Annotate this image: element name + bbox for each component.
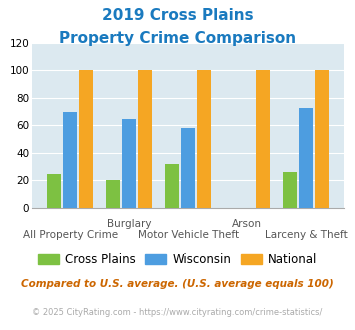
Bar: [63, 112, 77, 208]
Bar: [315, 70, 329, 208]
Bar: [106, 181, 120, 208]
Text: All Property Crime: All Property Crime: [23, 230, 118, 240]
Bar: [197, 70, 211, 208]
Bar: [299, 108, 313, 208]
Bar: [79, 70, 93, 208]
Text: 2019 Cross Plains: 2019 Cross Plains: [102, 8, 253, 23]
Text: Larceny & Theft: Larceny & Theft: [265, 230, 348, 240]
Text: Compared to U.S. average. (U.S. average equals 100): Compared to U.S. average. (U.S. average …: [21, 279, 334, 289]
Bar: [138, 70, 152, 208]
Text: © 2025 CityRating.com - https://www.cityrating.com/crime-statistics/: © 2025 CityRating.com - https://www.city…: [32, 308, 323, 316]
Bar: [165, 164, 179, 208]
Bar: [122, 118, 136, 208]
Legend: Cross Plains, Wisconsin, National: Cross Plains, Wisconsin, National: [33, 248, 322, 271]
Text: Burglary: Burglary: [107, 219, 152, 229]
Bar: [47, 174, 61, 208]
Bar: [256, 70, 270, 208]
Text: Motor Vehicle Theft: Motor Vehicle Theft: [138, 230, 239, 240]
Bar: [283, 172, 297, 208]
Text: Arson: Arson: [232, 219, 262, 229]
Bar: [181, 128, 195, 208]
Text: Property Crime Comparison: Property Crime Comparison: [59, 31, 296, 46]
